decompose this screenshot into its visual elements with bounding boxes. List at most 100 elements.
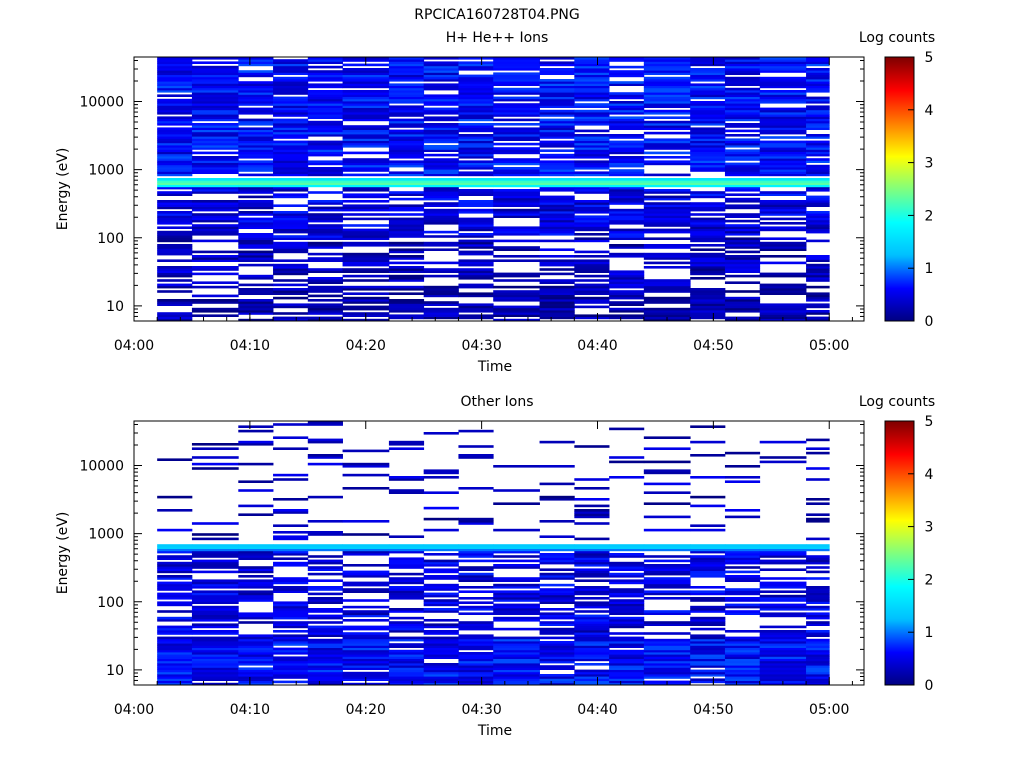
heatmap-cell (574, 129, 610, 133)
heatmap-cell (458, 643, 494, 646)
heatmap-cell (238, 682, 274, 686)
heatmap-cell (423, 85, 459, 89)
heatmap-cell (806, 59, 830, 62)
heatmap-cell (493, 546, 540, 549)
heatmap-cell (307, 246, 343, 249)
colorbar-swatch (885, 629, 914, 632)
heatmap-cell (388, 134, 425, 137)
heatmap-cell (307, 649, 343, 653)
heatmap-cell (458, 546, 494, 549)
heatmap-cell (806, 546, 830, 549)
colorbar-swatch (885, 101, 914, 104)
heatmap-cell (609, 59, 645, 62)
heatmap-cell (273, 237, 309, 240)
heatmap-cell (609, 255, 645, 258)
heatmap-cell (342, 204, 390, 207)
heatmap-cell (388, 83, 425, 86)
heatmap-cell (690, 259, 726, 262)
heatmap-cell (238, 57, 274, 60)
heatmap-cell (238, 92, 274, 95)
colorbar-tick-label: 5 (925, 50, 934, 66)
heatmap-cell (759, 312, 807, 315)
heatmap-cell (342, 590, 390, 593)
heatmap-cell (307, 307, 343, 311)
colorbar-swatch (885, 297, 914, 300)
heatmap-cell (191, 561, 239, 565)
heatmap-cell (388, 182, 425, 185)
heatmap-cell (759, 244, 807, 247)
heatmap-cell (690, 83, 726, 86)
heatmap-cell (643, 211, 691, 214)
heatmap-cell (690, 277, 726, 280)
heatmap-cell (539, 186, 575, 190)
heatmap-cell (273, 217, 309, 221)
heatmap-cell (388, 667, 425, 670)
heatmap-cell (493, 314, 540, 317)
heatmap-cell (493, 76, 540, 80)
heatmap-cell (273, 667, 309, 670)
heatmap-cell (238, 186, 274, 190)
heatmap-cell (307, 153, 343, 157)
heatmap-cell (273, 531, 309, 534)
heatmap-cell (643, 103, 691, 106)
colorbar-swatch (885, 645, 914, 648)
heatmap-cell (342, 178, 390, 181)
heatmap-cell (574, 621, 610, 624)
heatmap-cell (759, 290, 807, 293)
heatmap-cell (388, 544, 425, 547)
heatmap-cell (759, 149, 807, 152)
heatmap-cell (574, 627, 610, 631)
colorbar-swatch (885, 517, 914, 520)
heatmap-cell (643, 555, 691, 558)
heatmap-cell (574, 478, 610, 481)
colorbar-swatch (885, 603, 914, 606)
heatmap-cell (342, 533, 390, 536)
heatmap-cell (423, 215, 459, 218)
heatmap-cell (643, 116, 691, 119)
heatmap-cell (191, 85, 239, 89)
heatmap-cell (493, 671, 540, 675)
colorbar-swatch (885, 425, 914, 428)
heatmap-cell (273, 189, 309, 192)
heatmap-cell (157, 105, 193, 108)
heatmap-cell (388, 156, 425, 159)
colorbar-swatch (885, 545, 914, 548)
heatmap-cell (493, 559, 540, 563)
colorbar-swatch (885, 429, 914, 432)
heatmap-cell (609, 125, 645, 128)
heatmap-cell (759, 544, 807, 547)
heatmap-cell (238, 263, 274, 267)
heatmap-cell (690, 103, 726, 106)
heatmap-cell (423, 129, 459, 133)
colorbar-swatch (885, 499, 914, 502)
heatmap-cell (191, 114, 239, 117)
heatmap-cell (238, 184, 274, 188)
heatmap-cell (307, 85, 343, 89)
heatmap-cell (609, 74, 645, 78)
heatmap-cell (458, 645, 494, 648)
heatmap-cell (690, 619, 726, 622)
heatmap-cell (388, 250, 425, 254)
heatmap-cell (157, 158, 193, 161)
heatmap-cell (759, 561, 807, 565)
heatmap-cell (690, 92, 726, 95)
colorbar-swatch (885, 183, 914, 186)
heatmap-cell (191, 156, 239, 159)
heatmap-cell (238, 61, 274, 64)
heatmap-cell (388, 70, 425, 73)
heatmap-cell (458, 522, 494, 525)
heatmap-cell (273, 129, 309, 133)
heatmap-cell (191, 623, 239, 626)
heatmap-cell (191, 660, 239, 664)
heatmap-cell (806, 164, 830, 168)
heatmap-cell (342, 652, 390, 655)
heatmap-cell (724, 299, 761, 302)
colorbar-swatch (885, 69, 914, 72)
heatmap-cell (157, 645, 193, 648)
heatmap-cell (307, 235, 343, 238)
heatmap-cell (806, 171, 830, 174)
heatmap-cell (423, 575, 459, 578)
heatmap-cell (342, 158, 390, 161)
heatmap-cell (307, 610, 343, 613)
colorbar-swatch (885, 503, 914, 506)
